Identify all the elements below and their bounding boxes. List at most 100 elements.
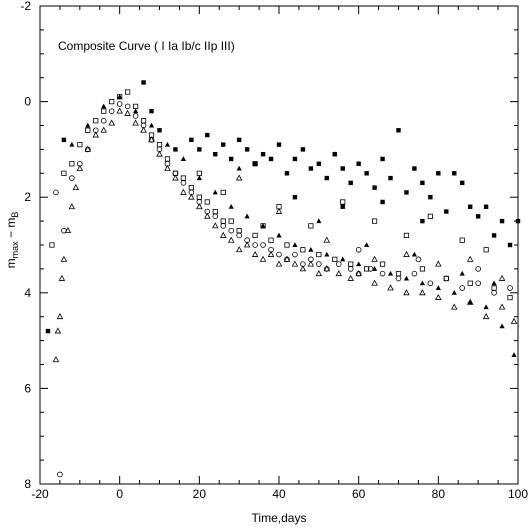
data-point-open-square: [109, 99, 115, 105]
data-point-filled-square: [252, 161, 258, 166]
data-point-open-square: [140, 118, 147, 124]
data-point-open-square: [148, 132, 155, 138]
data-point-open-square: [172, 170, 179, 176]
y-label-sub-max: max: [10, 241, 20, 259]
data-point-open-triangle: [227, 236, 235, 243]
data-point-filled-square: [475, 214, 481, 219]
data-point-open-square: [507, 294, 513, 301]
data-point-filled-square: [244, 147, 250, 152]
data-point-filled-triangle: [308, 246, 314, 252]
x-axis-label: Time,days: [252, 511, 307, 525]
data-point-filled-triangle: [451, 290, 457, 295]
data-point-filled-square: [396, 128, 401, 133]
data-point-open-square: [419, 266, 426, 272]
data-point-open-triangle: [235, 174, 243, 181]
data-point-open-circle: [415, 256, 422, 263]
data-point-open-square: [77, 142, 83, 148]
data-point-filled-square: [507, 242, 513, 248]
data-point-filled-triangle: [148, 122, 155, 128]
data-point-open-triangle: [275, 207, 283, 214]
data-point-filled-square: [276, 142, 282, 147]
data-point-open-triangle: [60, 255, 68, 262]
data-point-open-circle: [355, 270, 362, 277]
data-point-open-circle: [367, 266, 374, 272]
data-point-open-square: [364, 266, 370, 272]
data-point-filled-square: [491, 233, 497, 238]
data-point-filled-triangle: [435, 285, 441, 291]
data-point-open-square: [125, 89, 131, 95]
data-point-open-triangle: [76, 164, 84, 171]
data-point-open-triangle: [510, 317, 518, 324]
data-point-open-square: [196, 170, 202, 176]
data-point-filled-triangle: [511, 352, 517, 357]
data-point-open-square: [379, 261, 386, 267]
data-point-open-square: [284, 242, 290, 248]
x-tick-label: 40: [272, 487, 286, 501]
data-point-filled-square: [236, 137, 242, 143]
data-point-open-circle: [507, 285, 513, 291]
data-point-filled-square: [468, 204, 473, 209]
data-point-open-triangle: [116, 107, 123, 114]
data-point-open-triangle: [188, 193, 195, 200]
data-point-open-circle: [204, 208, 211, 215]
data-point-filled-square: [213, 151, 218, 157]
data-point-filled-square: [268, 156, 274, 162]
data-point-open-circle: [355, 246, 362, 253]
data-point-open-circle: [77, 160, 83, 167]
data-point-filled-square: [260, 151, 266, 157]
data-point-filled-square: [444, 209, 449, 214]
data-point-filled-square: [173, 147, 178, 152]
x-tick-label: 60: [352, 487, 366, 501]
data-point-open-triangle: [72, 184, 80, 191]
data-point-open-square: [268, 237, 274, 243]
data-point-open-circle: [61, 227, 67, 234]
data-point-open-square: [332, 256, 338, 262]
data-point-filled-square: [292, 195, 298, 200]
data-point-filled-triangle: [491, 280, 497, 286]
data-point-open-square: [308, 223, 314, 229]
data-point-open-triangle: [450, 303, 458, 310]
data-point-filled-triangle: [316, 218, 322, 224]
data-point-filled-square: [428, 195, 433, 200]
y-tick-label: 8: [24, 477, 31, 491]
data-point-open-circle: [100, 117, 107, 124]
data-point-filled-square: [308, 166, 314, 171]
data-point-open-circle: [212, 213, 219, 220]
data-point-open-square: [459, 237, 465, 243]
data-point-open-circle: [85, 146, 91, 153]
data-point-open-square: [49, 242, 55, 248]
data-point-open-triangle: [164, 164, 171, 171]
data-point-open-triangle: [243, 241, 251, 248]
data-point-open-square: [427, 213, 433, 219]
data-point-filled-square: [388, 175, 393, 181]
data-point-filled-square: [340, 204, 345, 209]
data-point-open-triangle: [323, 236, 331, 243]
data-point-filled-square: [141, 80, 146, 85]
y-tick-label: 0: [24, 95, 31, 109]
data-point-filled-square: [292, 156, 298, 162]
data-point-open-square: [69, 161, 75, 167]
data-point-filled-triangle: [101, 103, 107, 109]
data-point-filled-square: [380, 156, 385, 162]
data-point-open-triangle: [196, 203, 203, 210]
data-point-open-circle: [57, 471, 63, 478]
data-point-filled-triangle: [69, 141, 75, 147]
data-point-filled-square: [221, 142, 226, 147]
data-point-filled-triangle: [180, 156, 186, 161]
data-point-open-circle: [124, 103, 131, 110]
data-point-open-triangle: [403, 250, 410, 257]
data-point-open-circle: [427, 280, 434, 287]
data-point-filled-triangle: [244, 213, 250, 219]
data-point-open-circle: [284, 256, 290, 263]
data-point-filled-triangle: [260, 223, 266, 228]
y-tick-label: -2: [20, 0, 31, 13]
data-point-open-triangle: [172, 174, 179, 181]
data-point-filled-triangle: [332, 151, 338, 157]
data-point-open-triangle: [347, 274, 354, 281]
data-point-open-triangle: [132, 119, 139, 126]
data-point-open-square: [340, 199, 346, 205]
data-point-open-circle: [459, 285, 466, 291]
data-point-open-circle: [236, 232, 242, 239]
data-point-open-square: [220, 218, 226, 224]
data-point-open-triangle: [148, 136, 155, 143]
